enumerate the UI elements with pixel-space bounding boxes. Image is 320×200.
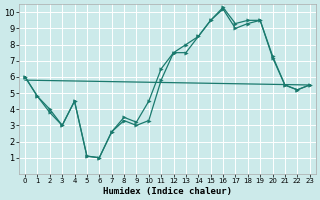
X-axis label: Humidex (Indice chaleur): Humidex (Indice chaleur): [103, 187, 232, 196]
